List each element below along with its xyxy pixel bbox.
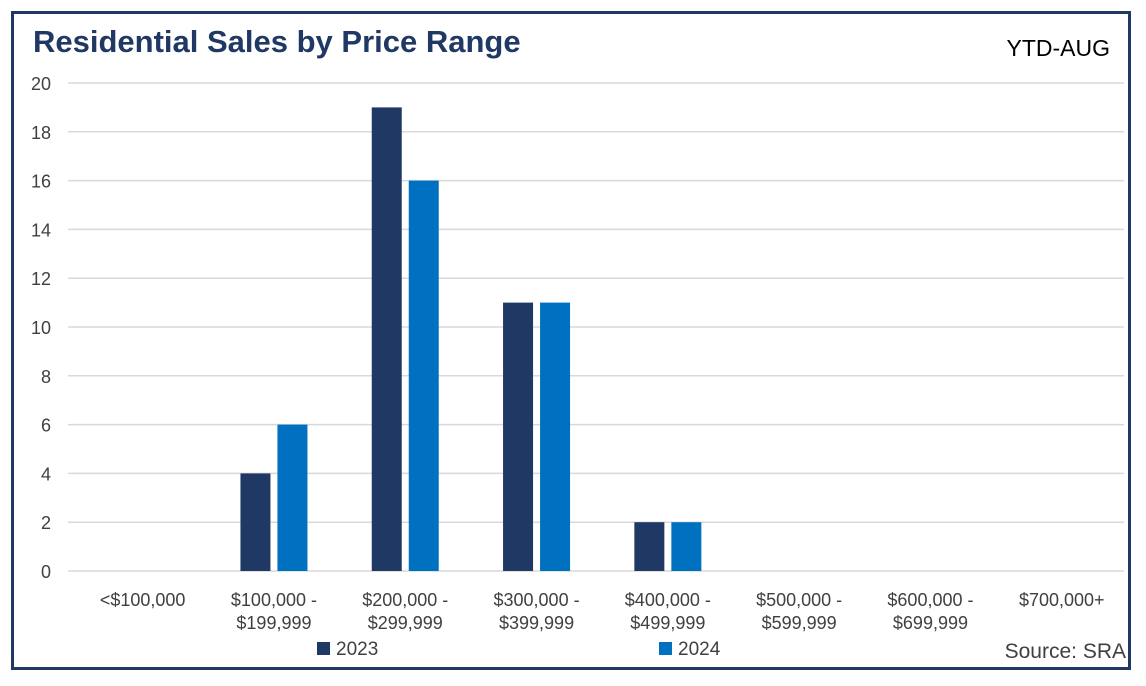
bar-2023 [503, 302, 534, 571]
x-tick-label: $600,000 -$699,999 [887, 590, 973, 633]
y-tick-label: 6 [41, 416, 51, 436]
bar-2024 [408, 180, 439, 571]
x-tick-label: $300,000 -$399,999 [494, 590, 580, 633]
y-tick-label: 14 [31, 220, 51, 240]
period-badge: YTD-AUG [1006, 35, 1111, 61]
bar-2023 [371, 107, 402, 572]
bar-2023 [634, 522, 665, 571]
legend-swatch-2024 [659, 642, 672, 655]
legend: 2023 2024 [317, 639, 721, 660]
x-tick-label: $500,000 -$599,999 [756, 590, 842, 633]
x-tick-label: $700,000+ [1019, 590, 1105, 610]
bars [240, 107, 702, 572]
y-tick-label: 2 [41, 513, 51, 533]
x-tick-label: $400,000 -$499,999 [625, 590, 711, 633]
legend-swatch-2023 [317, 642, 330, 655]
y-tick-label: 4 [41, 464, 51, 484]
bar-2024 [277, 424, 308, 571]
source-note: Source: SRA [1004, 640, 1126, 663]
x-tick-label: $100,000 -$199,999 [231, 590, 317, 633]
y-tick-label: 8 [41, 367, 51, 387]
x-axis-ticks: <$100,000 $100,000 -$199,999 $200,000 -$29… [100, 590, 1105, 633]
legend-label-2023: 2023 [336, 639, 378, 660]
y-tick-label: 0 [41, 562, 51, 582]
chart-frame [11, 11, 1131, 670]
y-tick-label: 20 [31, 74, 51, 94]
y-tick-label: 10 [31, 318, 51, 338]
legend-label-2024: 2024 [678, 639, 721, 660]
bar-2024 [671, 522, 702, 571]
y-tick-label: 16 [31, 172, 51, 192]
x-tick-label: $200,000 -$299,999 [362, 590, 448, 633]
y-axis-ticks: 0 2 4 6 8 10 12 14 16 18 20 [31, 74, 51, 582]
gridlines [68, 82, 1124, 572]
bar-2024 [540, 302, 571, 571]
y-tick-label: 18 [31, 123, 51, 143]
bar-2023 [240, 473, 271, 571]
y-tick-label: 12 [31, 269, 51, 289]
x-tick-label: <$100,000 [100, 590, 186, 610]
chart-title: Residential Sales by Price Range [33, 24, 521, 59]
